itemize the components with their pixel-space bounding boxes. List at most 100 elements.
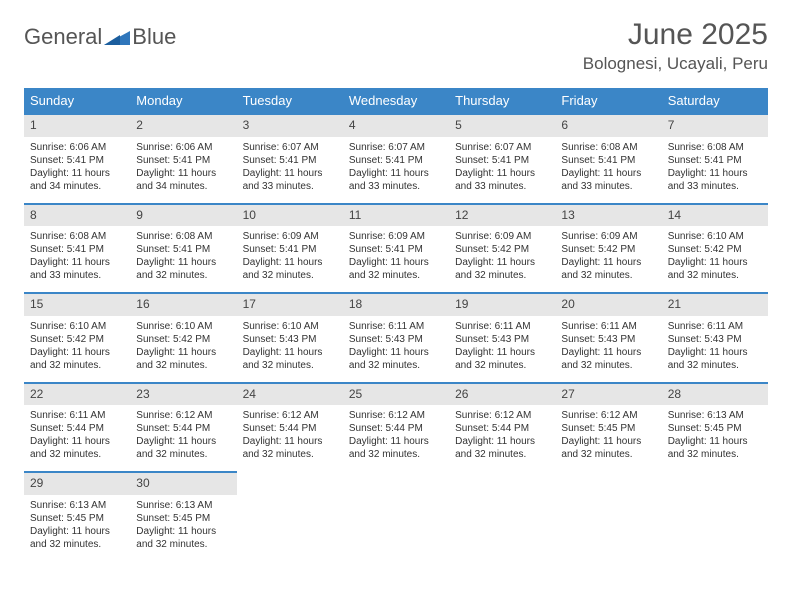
day-body: Sunrise: 6:07 AMSunset: 5:41 PMDaylight:… xyxy=(449,137,555,203)
day-number: 3 xyxy=(237,113,343,137)
day-body: Sunrise: 6:07 AMSunset: 5:41 PMDaylight:… xyxy=(237,137,343,203)
sunrise-line: Sunrise: 6:12 AM xyxy=(136,409,230,422)
day-body: Sunrise: 6:08 AMSunset: 5:41 PMDaylight:… xyxy=(555,137,661,203)
day-number: 26 xyxy=(449,382,555,406)
sunrise-line: Sunrise: 6:09 AM xyxy=(455,230,549,243)
sunrise-line: Sunrise: 6:11 AM xyxy=(349,320,443,333)
daylight-line: Daylight: 11 hours and 32 minutes. xyxy=(668,435,762,461)
day-number: 30 xyxy=(130,471,236,495)
sunrise-line: Sunrise: 6:13 AM xyxy=(136,499,230,512)
sunset-line: Sunset: 5:41 PM xyxy=(30,243,124,256)
day-number: 28 xyxy=(662,382,768,406)
day-body: Sunrise: 6:11 AMSunset: 5:43 PMDaylight:… xyxy=(662,316,768,382)
weekday-header: Saturday xyxy=(662,88,768,113)
daylight-line: Daylight: 11 hours and 34 minutes. xyxy=(30,167,124,193)
day-number: 27 xyxy=(555,382,661,406)
day-body: Sunrise: 6:10 AMSunset: 5:42 PMDaylight:… xyxy=(662,226,768,292)
sunrise-line: Sunrise: 6:10 AM xyxy=(30,320,124,333)
sunset-line: Sunset: 5:41 PM xyxy=(349,154,443,167)
daylight-line: Daylight: 11 hours and 33 minutes. xyxy=(349,167,443,193)
day-body: Sunrise: 6:09 AMSunset: 5:42 PMDaylight:… xyxy=(449,226,555,292)
day-number: 19 xyxy=(449,292,555,316)
month-title: June 2025 xyxy=(583,18,768,52)
sunrise-line: Sunrise: 6:08 AM xyxy=(668,141,762,154)
sunrise-line: Sunrise: 6:07 AM xyxy=(455,141,549,154)
calendar-row: 1Sunrise: 6:06 AMSunset: 5:41 PMDaylight… xyxy=(24,113,768,203)
sunset-line: Sunset: 5:43 PM xyxy=(455,333,549,346)
daylight-line: Daylight: 11 hours and 32 minutes. xyxy=(30,525,124,551)
sunset-line: Sunset: 5:44 PM xyxy=(455,422,549,435)
daylight-line: Daylight: 11 hours and 32 minutes. xyxy=(136,256,230,282)
sunrise-line: Sunrise: 6:06 AM xyxy=(136,141,230,154)
sunset-line: Sunset: 5:43 PM xyxy=(243,333,337,346)
calendar-cell: .. xyxy=(662,471,768,561)
calendar-cell: 29Sunrise: 6:13 AMSunset: 5:45 PMDayligh… xyxy=(24,471,130,561)
daylight-line: Daylight: 11 hours and 33 minutes. xyxy=(30,256,124,282)
sunset-line: Sunset: 5:45 PM xyxy=(30,512,124,525)
day-body: Sunrise: 6:13 AMSunset: 5:45 PMDaylight:… xyxy=(130,495,236,561)
day-number: 8 xyxy=(24,203,130,227)
calendar-cell: 7 Sunrise: 6:08 AMSunset: 5:41 PMDaylight… xyxy=(662,113,768,203)
sunset-line: Sunset: 5:44 PM xyxy=(243,422,337,435)
day-number: 1 xyxy=(24,113,130,137)
sunset-line: Sunset: 5:41 PM xyxy=(30,154,124,167)
header: General Blue June 2025 Bolognesi, Ucayal… xyxy=(24,18,768,74)
day-body: Sunrise: 6:12 AMSunset: 5:44 PMDaylight:… xyxy=(343,405,449,471)
sunrise-line: Sunrise: 6:07 AM xyxy=(349,141,443,154)
weekday-header: Friday xyxy=(555,88,661,113)
sunrise-line: Sunrise: 6:10 AM xyxy=(243,320,337,333)
day-number: 22 xyxy=(24,382,130,406)
calendar-cell: 13Sunrise: 6:09 AMSunset: 5:42 PMDayligh… xyxy=(555,203,661,293)
sunrise-line: Sunrise: 6:09 AM xyxy=(561,230,655,243)
weekday-header: Thursday xyxy=(449,88,555,113)
sunrise-line: Sunrise: 6:09 AM xyxy=(349,230,443,243)
sunrise-line: Sunrise: 6:13 AM xyxy=(30,499,124,512)
day-number: 13 xyxy=(555,203,661,227)
sunrise-line: Sunrise: 6:11 AM xyxy=(561,320,655,333)
sunrise-line: Sunrise: 6:08 AM xyxy=(561,141,655,154)
daylight-line: Daylight: 11 hours and 32 minutes. xyxy=(455,435,549,461)
calendar-cell: 20Sunrise: 6:11 AMSunset: 5:43 PMDayligh… xyxy=(555,292,661,382)
day-number: 23 xyxy=(130,382,236,406)
day-number: 10 xyxy=(237,203,343,227)
day-number: 21 xyxy=(662,292,768,316)
day-number: 25 xyxy=(343,382,449,406)
day-number: 14 xyxy=(662,203,768,227)
day-body: Sunrise: 6:08 AMSunset: 5:41 PMDaylight:… xyxy=(24,226,130,292)
weekday-header: Sunday xyxy=(24,88,130,113)
daylight-line: Daylight: 11 hours and 32 minutes. xyxy=(561,346,655,372)
day-body: Sunrise: 6:06 AMSunset: 5:41 PMDaylight:… xyxy=(130,137,236,203)
sunset-line: Sunset: 5:42 PM xyxy=(455,243,549,256)
day-number: 2 xyxy=(130,113,236,137)
location: Bolognesi, Ucayali, Peru xyxy=(583,54,768,74)
day-number: 11 xyxy=(343,203,449,227)
sunset-line: Sunset: 5:41 PM xyxy=(349,243,443,256)
day-body: Sunrise: 6:12 AMSunset: 5:44 PMDaylight:… xyxy=(449,405,555,471)
day-body: Sunrise: 6:11 AMSunset: 5:43 PMDaylight:… xyxy=(449,316,555,382)
daylight-line: Daylight: 11 hours and 34 minutes. xyxy=(136,167,230,193)
calendar-cell: 2Sunrise: 6:06 AMSunset: 5:41 PMDaylight… xyxy=(130,113,236,203)
day-body: Sunrise: 6:11 AMSunset: 5:43 PMDaylight:… xyxy=(343,316,449,382)
calendar-cell: 26Sunrise: 6:12 AMSunset: 5:44 PMDayligh… xyxy=(449,382,555,472)
calendar-body: 1Sunrise: 6:06 AMSunset: 5:41 PMDaylight… xyxy=(24,113,768,561)
daylight-line: Daylight: 11 hours and 32 minutes. xyxy=(455,256,549,282)
day-number: 4 xyxy=(343,113,449,137)
daylight-line: Daylight: 11 hours and 32 minutes. xyxy=(455,346,549,372)
sunset-line: Sunset: 5:45 PM xyxy=(136,512,230,525)
day-body: Sunrise: 6:07 AMSunset: 5:41 PMDaylight:… xyxy=(343,137,449,203)
sunrise-line: Sunrise: 6:11 AM xyxy=(668,320,762,333)
daylight-line: Daylight: 11 hours and 32 minutes. xyxy=(668,256,762,282)
daylight-line: Daylight: 11 hours and 33 minutes. xyxy=(668,167,762,193)
calendar-row: 22Sunrise: 6:11 AMSunset: 5:44 PMDayligh… xyxy=(24,382,768,472)
sunrise-line: Sunrise: 6:12 AM xyxy=(349,409,443,422)
day-number: 15 xyxy=(24,292,130,316)
day-number: 7 xyxy=(662,113,768,137)
day-number: 9 xyxy=(130,203,236,227)
day-number: 18 xyxy=(343,292,449,316)
sunset-line: Sunset: 5:44 PM xyxy=(349,422,443,435)
sunset-line: Sunset: 5:41 PM xyxy=(243,154,337,167)
sunset-line: Sunset: 5:41 PM xyxy=(668,154,762,167)
day-body: Sunrise: 6:09 AMSunset: 5:42 PMDaylight:… xyxy=(555,226,661,292)
calendar-cell: 10Sunrise: 6:09 AMSunset: 5:41 PMDayligh… xyxy=(237,203,343,293)
sunrise-line: Sunrise: 6:09 AM xyxy=(243,230,337,243)
